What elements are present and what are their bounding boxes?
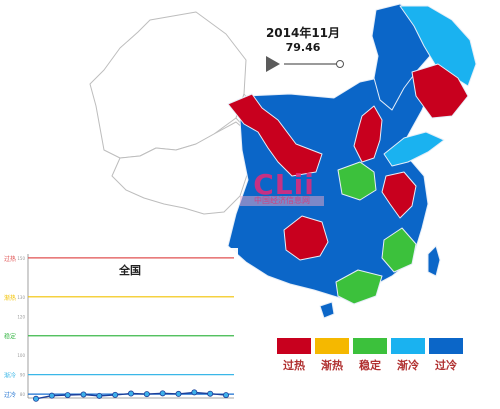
legend-swatch [353, 338, 387, 354]
date-label: 2014年11月 [265, 26, 341, 40]
band-label: 渐冷 [4, 372, 16, 380]
legend-swatch [315, 338, 349, 354]
region-gradual-cold-shandong[interactable] [383, 131, 445, 167]
data-point [191, 389, 198, 396]
legend-label: 过冷 [435, 359, 457, 372]
region-overcold-hainan[interactable] [319, 301, 335, 319]
map-legend: 过热 渐热 稳定 渐冷 过冷 [276, 338, 476, 374]
trend-chart-panel: 过热渐热稳定渐冷过冷 150 130 120 100 90 80 全国 [0, 248, 238, 409]
region-stable-fujian[interactable] [381, 227, 417, 273]
data-point [80, 391, 87, 398]
watermark-subtitle-band: 中国经济信息网 [240, 196, 324, 206]
y-tick-label: 80 [20, 392, 26, 397]
data-point [175, 390, 182, 397]
region-stable-guangdong[interactable] [335, 269, 383, 305]
legend-swatch [429, 338, 463, 354]
band-label: 稳定 [4, 333, 16, 341]
data-point [207, 390, 214, 397]
data-point [112, 391, 119, 398]
data-point [143, 391, 150, 398]
y-tick-label: 100 [17, 353, 25, 358]
legend-swatch [277, 338, 311, 354]
region-stable-henan[interactable] [337, 161, 377, 201]
y-tick-label: 130 [17, 295, 25, 300]
index-value: 79.46 [285, 41, 321, 54]
legend-label: 过热 [283, 359, 305, 372]
region-overheat-anhui[interactable] [381, 171, 417, 219]
legend-item-overcold[interactable]: 过冷 [428, 338, 464, 373]
legend-label: 稳定 [359, 359, 381, 372]
legend-label: 渐冷 [397, 359, 419, 372]
band-label: 过热 [4, 255, 16, 263]
y-tick-label: 150 [17, 256, 25, 261]
band-label: 过冷 [4, 391, 16, 399]
chart-title: 全国 [119, 264, 141, 277]
data-point [64, 392, 71, 399]
watermark-subtitle-text: 中国经济信息网 [254, 196, 310, 205]
region-gradual-cold-heilongjiang[interactable] [399, 5, 477, 87]
data-point [222, 392, 229, 399]
legend-swatch [391, 338, 425, 354]
region-tibet[interactable] [111, 121, 253, 215]
data-point [48, 392, 55, 399]
watermark-logo: CLii [244, 170, 324, 200]
data-point [33, 395, 40, 402]
y-tick-label: 120 [17, 314, 25, 319]
band-label: 渐热 [4, 294, 16, 302]
data-point [159, 390, 166, 397]
legend-label: 渐热 [321, 359, 343, 372]
legend-item-overheat[interactable]: 过热 [276, 338, 312, 373]
data-point [96, 392, 103, 399]
region-overheat-inner-mongolia[interactable] [227, 93, 323, 177]
data-point [127, 390, 134, 397]
watermark-logo-text: CLii [253, 168, 315, 201]
time-slider-handle[interactable] [336, 60, 344, 68]
region-overcold-taiwan[interactable] [427, 245, 441, 277]
legend-item-stable[interactable]: 稳定 [352, 338, 388, 373]
time-slider-track[interactable] [284, 63, 340, 65]
y-tick-label: 90 [20, 373, 26, 378]
region-overheat-sichuan[interactable] [283, 215, 329, 261]
legend-item-gradual-cold[interactable]: 渐冷 [390, 338, 426, 373]
legend-item-gradual-heat[interactable]: 渐热 [314, 338, 350, 373]
play-button[interactable] [266, 56, 280, 72]
province-regions [227, 3, 477, 319]
region-overheat-shanxi[interactable] [353, 105, 383, 163]
region-overheat-jilin[interactable] [411, 63, 469, 119]
